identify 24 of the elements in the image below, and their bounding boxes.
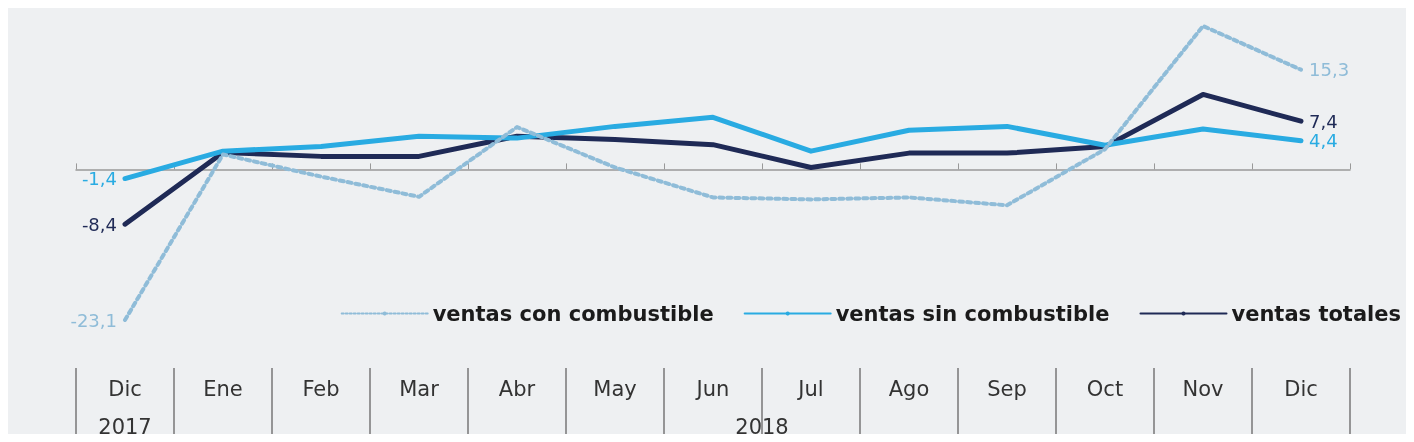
x-tick-label: Jun bbox=[694, 376, 730, 401]
data-label: 7,4 bbox=[1309, 110, 1338, 132]
x-tick-label: Nov bbox=[1182, 376, 1224, 401]
x-tick-label: May bbox=[593, 376, 637, 401]
legend-label: ventas totales bbox=[1231, 301, 1402, 326]
data-label: -23,1 bbox=[70, 309, 117, 331]
data-label: -1,4 bbox=[81, 168, 117, 190]
data-label: 15,3 bbox=[1309, 59, 1350, 81]
x-tick-label: Dic bbox=[1284, 376, 1318, 401]
x-tick-label: Mar bbox=[399, 376, 440, 401]
x-tick-label: Oct bbox=[1086, 376, 1124, 401]
x-tick-label: Dic bbox=[108, 376, 142, 401]
x-tick-label: Feb bbox=[302, 376, 340, 401]
x-tick-label: Jul bbox=[796, 376, 824, 401]
text: 2018 bbox=[735, 414, 789, 439]
x-tick-label: Ago bbox=[888, 376, 930, 401]
x-tick-label: Abr bbox=[498, 376, 536, 401]
x-tick-label: Ene bbox=[203, 376, 243, 401]
data-label: 4,4 bbox=[1309, 130, 1338, 152]
text: 2017 bbox=[98, 414, 152, 439]
legend-label: ventas con combustible bbox=[432, 301, 714, 326]
data-label: -8,4 bbox=[81, 213, 117, 235]
legend-label: ventas sin combustible bbox=[835, 301, 1110, 326]
x-tick-label: Sep bbox=[987, 376, 1027, 401]
